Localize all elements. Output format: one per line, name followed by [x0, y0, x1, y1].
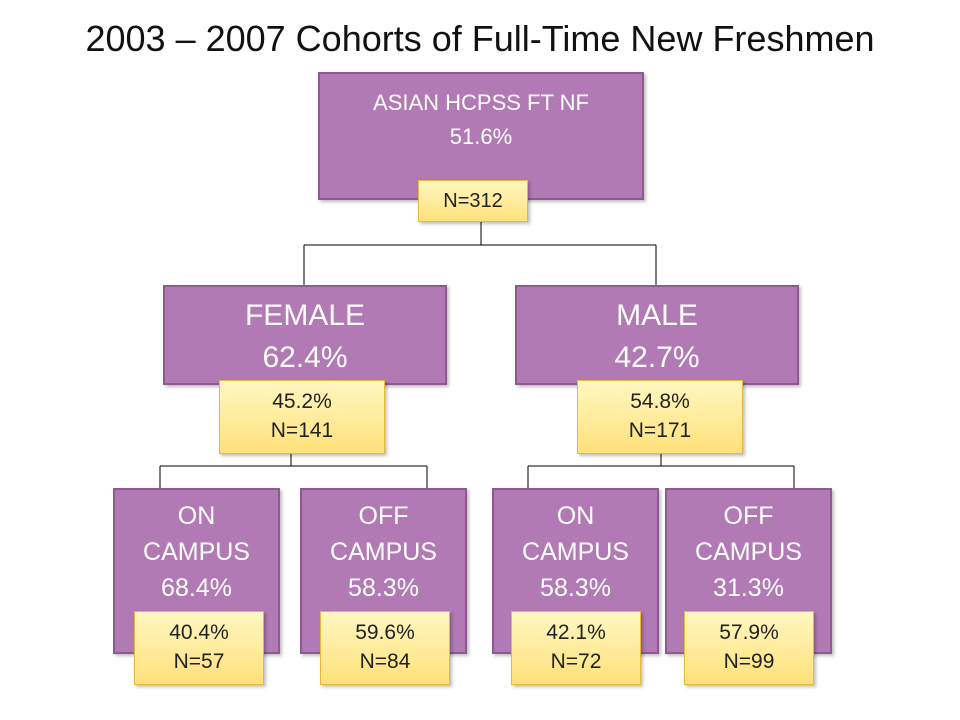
leaf-share: 42.1%: [546, 621, 606, 644]
leaf-tag-male-on-campus: 42.1% N=72: [511, 611, 641, 685]
leaf-count: N=57: [173, 650, 225, 673]
leaf-count: N=72: [550, 650, 602, 673]
male-share: 54.8%: [630, 390, 690, 413]
male-node: MALE 42.7%: [515, 285, 799, 385]
leaf-rate: 68.4%: [161, 574, 232, 602]
leaf-tag-female-on-campus: 40.4% N=57: [134, 611, 264, 685]
leaf-label-line1: OFF: [723, 502, 774, 530]
page-title: 2003 – 2007 Cohorts of Full-Time New Fre…: [85, 18, 875, 59]
female-node: FEMALE 62.4%: [163, 285, 447, 385]
leaf-label-line2: CAMPUS: [143, 538, 250, 566]
female-label: FEMALE: [244, 299, 366, 332]
leaf-share: 57.9%: [719, 621, 779, 644]
leaf-label-line2: CAMPUS: [522, 538, 629, 566]
leaf-tag-female-off-campus: 59.6% N=84: [320, 611, 450, 685]
male-label: MALE: [616, 299, 698, 332]
male-tag: 54.8% N=171: [577, 380, 743, 454]
leaf-rate: 58.3%: [348, 574, 419, 602]
leaf-rate: 58.3%: [540, 574, 611, 602]
leaf-rate: 31.3%: [713, 574, 784, 602]
connector-male: [527, 454, 795, 488]
female-count: N=141: [270, 419, 334, 442]
female-tag: 45.2% N=141: [219, 380, 385, 454]
leaf-tag-male-off-campus: 57.9% N=99: [684, 611, 814, 685]
female-rate: 62.4%: [262, 341, 348, 374]
leaf-label-line1: ON: [556, 502, 595, 530]
leaf-count: N=99: [723, 650, 775, 673]
leaf-share: 59.6%: [355, 621, 415, 644]
leaf-label-line2: CAMPUS: [330, 538, 437, 566]
root-label: ASIAN HCPSS FT NF: [373, 90, 589, 115]
male-rate: 42.7%: [614, 341, 700, 374]
leaf-label-line1: ON: [177, 502, 216, 530]
leaf-label-line2: CAMPUS: [695, 538, 802, 566]
male-count: N=171: [628, 419, 692, 442]
root-count-tag: N=312: [418, 180, 528, 222]
leaf-count: N=84: [359, 650, 411, 673]
root-count: N=312: [443, 190, 503, 212]
leaf-label-line1: OFF: [358, 502, 409, 530]
leaf-share: 40.4%: [169, 621, 229, 644]
root-rate: 51.6%: [449, 124, 513, 149]
female-share: 45.2%: [272, 390, 332, 413]
root-node: ASIAN HCPSS FT NF 51.6%: [318, 72, 644, 200]
connector-female: [159, 454, 428, 488]
connector-root: [303, 200, 657, 285]
